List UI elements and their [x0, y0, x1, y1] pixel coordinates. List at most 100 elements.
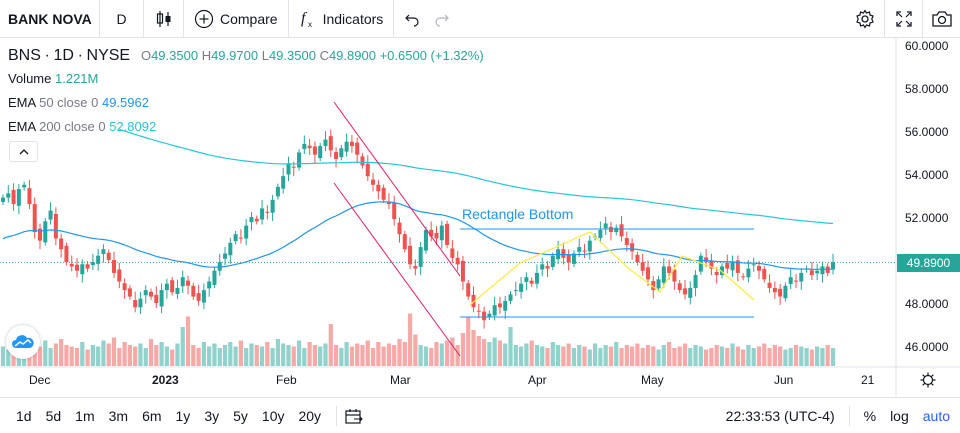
- volume-bar: [127, 345, 132, 366]
- volume-bar: [307, 342, 312, 366]
- range-10y[interactable]: 10y: [261, 407, 285, 424]
- range-6m[interactable]: 6m: [142, 407, 162, 424]
- candle-body: [344, 141, 349, 152]
- volume-bar: [69, 346, 74, 366]
- candle-body: [645, 267, 650, 280]
- volume-bar: [265, 342, 270, 366]
- candle-body: [561, 249, 566, 258]
- candle-body: [450, 248, 455, 258]
- candle-body: [381, 187, 386, 200]
- volume-bar: [550, 342, 555, 366]
- candle-body: [815, 270, 820, 274]
- volume-bar: [746, 345, 751, 366]
- time-label: 21: [861, 373, 875, 387]
- candle-body: [43, 221, 48, 243]
- clock[interactable]: 22:33:53 (UTC-4): [725, 408, 835, 424]
- volume-bar: [291, 346, 296, 366]
- volume-legend[interactable]: Volume 1.221M: [8, 71, 98, 86]
- candle-body: [820, 266, 825, 275]
- chart-type-button[interactable]: [144, 0, 184, 38]
- redo-icon[interactable]: [434, 11, 450, 27]
- ema50-value: 49.5962: [101, 95, 149, 110]
- candle-body: [112, 260, 117, 273]
- symbol-legend[interactable]: BNS · 1D · NYSE O49.3500 H49.9700 L49.35…: [8, 47, 484, 64]
- range-1y[interactable]: 1y: [175, 407, 191, 424]
- volume-bar: [524, 343, 529, 366]
- goto-date-button[interactable]: [345, 408, 363, 424]
- auto-toggle[interactable]: auto: [922, 408, 950, 424]
- candle-body: [630, 243, 635, 252]
- settings-button[interactable]: [846, 0, 884, 38]
- volume-bar: [799, 346, 804, 366]
- volume-bar: [444, 340, 450, 366]
- tradingview-logo-badge[interactable]: [6, 325, 40, 359]
- volume-bar: [106, 343, 111, 366]
- candle-body: [69, 263, 74, 267]
- bottom-toolbar: 1d 5d 1m 3m 6m 1y 3y 5y 10y 20y 22:33:53…: [0, 397, 960, 433]
- compare-button[interactable]: Compare: [184, 0, 289, 38]
- candle-body: [783, 285, 788, 299]
- channel-top-line: [333, 101, 461, 277]
- log-toggle[interactable]: log: [890, 408, 909, 424]
- range-20y[interactable]: 20y: [298, 407, 322, 424]
- candle-body: [392, 202, 397, 220]
- candle-body: [830, 262, 836, 270]
- range-5d[interactable]: 5d: [45, 407, 62, 424]
- range-1d[interactable]: 1d: [16, 407, 32, 424]
- candle-body: [719, 266, 724, 276]
- volume-bar: [730, 343, 735, 366]
- range-5y[interactable]: 5y: [233, 407, 248, 424]
- candle-body: [75, 264, 80, 271]
- volume-bar: [450, 337, 455, 366]
- volume-bar: [783, 349, 788, 366]
- candle-body: [154, 294, 159, 303]
- volume-bar: [466, 316, 471, 366]
- percent-toggle[interactable]: %: [863, 408, 877, 424]
- indicators-button[interactable]: f x Indicators: [289, 0, 395, 38]
- volume-bar: [117, 348, 122, 366]
- volume-bar: [830, 348, 836, 366]
- fullscreen-button[interactable]: [884, 0, 922, 38]
- candle-body: [714, 272, 719, 276]
- candle-body: [27, 188, 32, 205]
- interval-button[interactable]: D: [100, 0, 144, 38]
- legend-exchange: NYSE: [86, 47, 131, 64]
- volume-bar: [185, 316, 191, 366]
- axis-settings-button[interactable]: [920, 372, 936, 393]
- undo-icon[interactable]: [404, 11, 420, 27]
- volume-bar: [397, 339, 402, 366]
- volume-bar: [74, 348, 80, 366]
- candle-body: [497, 303, 502, 308]
- ema200-legend[interactable]: EMA 200 close 0 52.8092: [8, 119, 156, 134]
- volume-bar: [249, 343, 254, 366]
- candle-body: [228, 242, 233, 256]
- volume-bar: [635, 343, 640, 366]
- candle-body: [519, 283, 524, 292]
- legend-collapse-button[interactable]: [9, 141, 38, 162]
- ema50-legend[interactable]: EMA 50 close 0 49.5962: [8, 95, 149, 110]
- candle-body: [297, 152, 302, 168]
- volume-bar: [471, 330, 476, 366]
- range-3m[interactable]: 3m: [108, 407, 129, 424]
- volume-bar: [481, 339, 487, 366]
- rectangle-drawing-label[interactable]: Rectangle Bottom: [462, 206, 574, 222]
- candle-body: [455, 257, 460, 265]
- candle-body: [513, 290, 518, 292]
- symbol-search-button[interactable]: BANK NOVA: [0, 0, 100, 38]
- candle-body: [175, 287, 180, 294]
- time-label: Dec: [29, 373, 51, 387]
- candle-body: [772, 287, 777, 293]
- volume-bar: [233, 346, 238, 366]
- range-1m[interactable]: 1m: [75, 407, 95, 424]
- range-3y[interactable]: 3y: [204, 407, 220, 424]
- volume-bar: [212, 343, 217, 366]
- svg-text:x: x: [308, 20, 312, 29]
- price-chart[interactable]: [0, 38, 960, 397]
- indicators-label: Indicators: [322, 10, 384, 27]
- volume-bar: [318, 346, 323, 366]
- candle-body: [603, 223, 608, 229]
- candle-body: [550, 255, 555, 267]
- volume-bar: [809, 349, 814, 366]
- screenshot-button[interactable]: [922, 0, 960, 38]
- volume-bar: [90, 345, 95, 366]
